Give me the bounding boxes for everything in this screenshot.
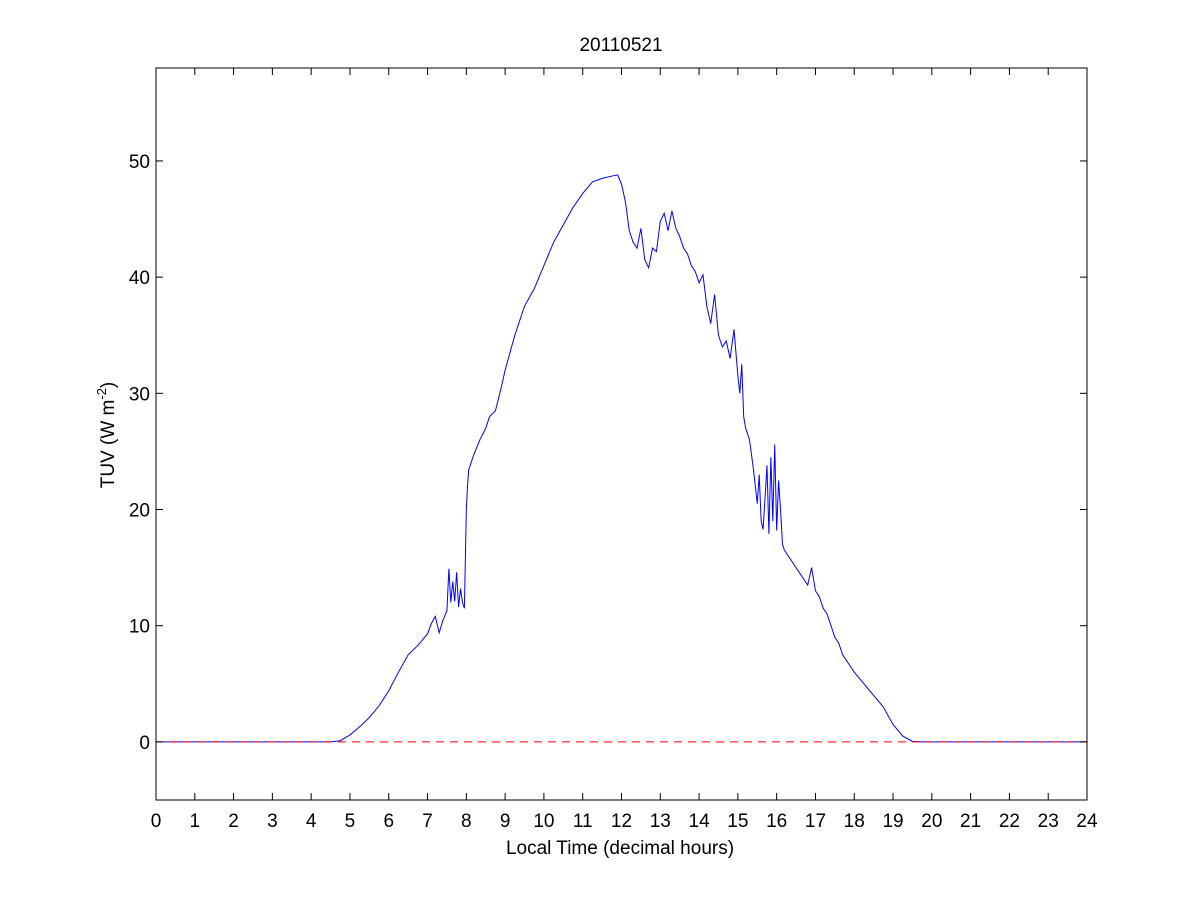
y-tick-label-20: 20 xyxy=(129,501,150,522)
x-tick-label-10: 10 xyxy=(533,811,554,832)
x-tick-label-19: 19 xyxy=(882,811,903,832)
x-tick-label-22: 22 xyxy=(999,811,1020,832)
y-tick-label-0: 0 xyxy=(139,733,150,754)
x-tick-label-9: 9 xyxy=(500,811,511,832)
x-tick-label-14: 14 xyxy=(689,811,711,832)
x-tick-label-15: 15 xyxy=(727,811,748,832)
x-tick-label-16: 16 xyxy=(766,811,787,832)
x-tick-label-7: 7 xyxy=(422,811,433,832)
x-tick-label-13: 13 xyxy=(650,811,671,832)
x-axis-label: Local Time (decimal hours) xyxy=(506,838,734,859)
x-tick-label-2: 2 xyxy=(228,811,239,832)
x-tick-label-0: 0 xyxy=(151,811,162,832)
x-tick-label-18: 18 xyxy=(844,811,865,832)
x-tick-label-24: 24 xyxy=(1076,811,1098,832)
x-tick-label-21: 21 xyxy=(960,811,981,832)
x-tick-label-3: 3 xyxy=(267,811,278,832)
y-tick-label-40: 40 xyxy=(129,268,150,289)
x-tick-label-8: 8 xyxy=(461,811,472,832)
x-tick-label-5: 5 xyxy=(345,811,356,832)
y-axis-label: TUV (W m-2) xyxy=(94,382,119,489)
y-tick-label-50: 50 xyxy=(129,152,150,173)
x-tick-label-17: 17 xyxy=(805,811,826,832)
y-axis-label-close: ) xyxy=(98,382,119,388)
x-tick-label-1: 1 xyxy=(190,811,201,832)
y-tick-label-30: 30 xyxy=(129,384,150,405)
axis-ticks xyxy=(155,67,1088,801)
x-tick-label-23: 23 xyxy=(1038,811,1059,832)
x-tick-label-11: 11 xyxy=(573,811,593,832)
plot-area xyxy=(156,174,1087,743)
y-tick-label-10: 10 xyxy=(129,617,150,638)
y-axis-label-main: TUV (W m xyxy=(98,400,119,489)
y-axis-label-superscript: -2 xyxy=(94,388,109,400)
y-tick-labels: 0 10 20 30 40 50 xyxy=(129,152,150,754)
chart-title: 20110521 xyxy=(579,35,662,56)
tuv-series-line-0 xyxy=(156,174,1087,743)
x-tick-label-20: 20 xyxy=(921,811,942,832)
x-tick-label-4: 4 xyxy=(306,811,317,832)
x-tick-label-6: 6 xyxy=(383,811,394,832)
x-tick-label-12: 12 xyxy=(611,811,632,832)
x-tick-labels: 0 1 2 3 4 5 6 7 8 9 10 11 12 13 14 15 16 17 18 19 20 21 22 23 24 xyxy=(151,811,1098,832)
